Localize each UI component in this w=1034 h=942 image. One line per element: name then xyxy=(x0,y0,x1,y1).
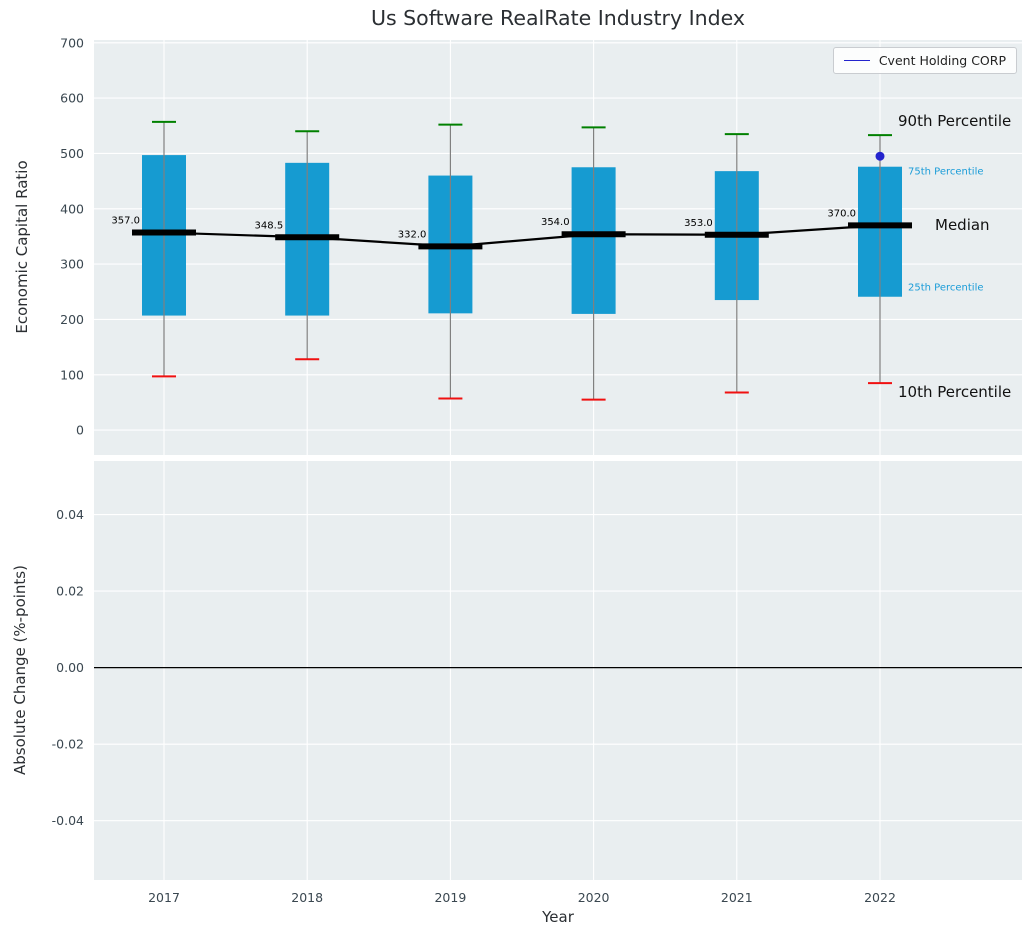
median-value-label-2022: 370.0 xyxy=(827,208,856,219)
x-axis-label: Year xyxy=(542,908,574,926)
annotation-75th-percentile: 75th Percentile xyxy=(908,166,984,178)
ytick-label-top: 0 xyxy=(76,423,84,438)
median-value-label-2021: 353.0 xyxy=(684,218,713,229)
ytick-label-top: 400 xyxy=(60,201,84,216)
ytick-label-top: 200 xyxy=(60,312,84,327)
ytick-label-bottom: -0.04 xyxy=(52,813,84,828)
ytick-label-top: 100 xyxy=(60,367,84,382)
xtick-label: 2017 xyxy=(148,890,180,905)
company-point xyxy=(875,151,885,161)
annotation-25th-percentile: 25th Percentile xyxy=(908,282,984,294)
legend: Cvent Holding CORP xyxy=(832,47,1017,74)
median-value-label-2020: 354.0 xyxy=(541,217,570,228)
median-value-label-2018: 348.5 xyxy=(255,220,284,231)
xtick-label: 2021 xyxy=(721,890,753,905)
ytick-label-bottom: 0.02 xyxy=(56,584,84,599)
chart-title: Us Software RealRate Industry Index xyxy=(370,6,746,30)
legend-label: Cvent Holding CORP xyxy=(878,53,1006,68)
xtick-label: 2018 xyxy=(291,890,323,905)
annotation-median: Median xyxy=(935,216,990,235)
bottom-y-axis-label: Absolute Change (%-points) xyxy=(11,565,29,775)
ytick-label-top: 600 xyxy=(60,91,84,106)
legend-line-sample xyxy=(843,60,870,61)
ytick-label-bottom: 0.04 xyxy=(56,507,84,522)
xtick-label: 2019 xyxy=(434,890,466,905)
xtick-label: 2022 xyxy=(864,890,896,905)
annotation-10th-percentile: 10th Percentile xyxy=(898,383,1012,402)
median-value-label-2019: 332.0 xyxy=(398,229,427,240)
bottom-plot-area xyxy=(94,461,1022,880)
ytick-label-bottom: -0.02 xyxy=(52,737,84,752)
ytick-label-top: 300 xyxy=(60,257,84,272)
top-y-axis-label: Economic Capital Ratio xyxy=(13,160,31,334)
ytick-label-bottom: 0.00 xyxy=(56,660,84,675)
ytick-label-top: 500 xyxy=(60,146,84,161)
annotation-90th-percentile: 90th Percentile xyxy=(898,112,1012,131)
median-value-label-2017: 357.0 xyxy=(111,216,140,227)
xtick-label: 2020 xyxy=(578,890,610,905)
ytick-label-top: 700 xyxy=(60,35,84,50)
